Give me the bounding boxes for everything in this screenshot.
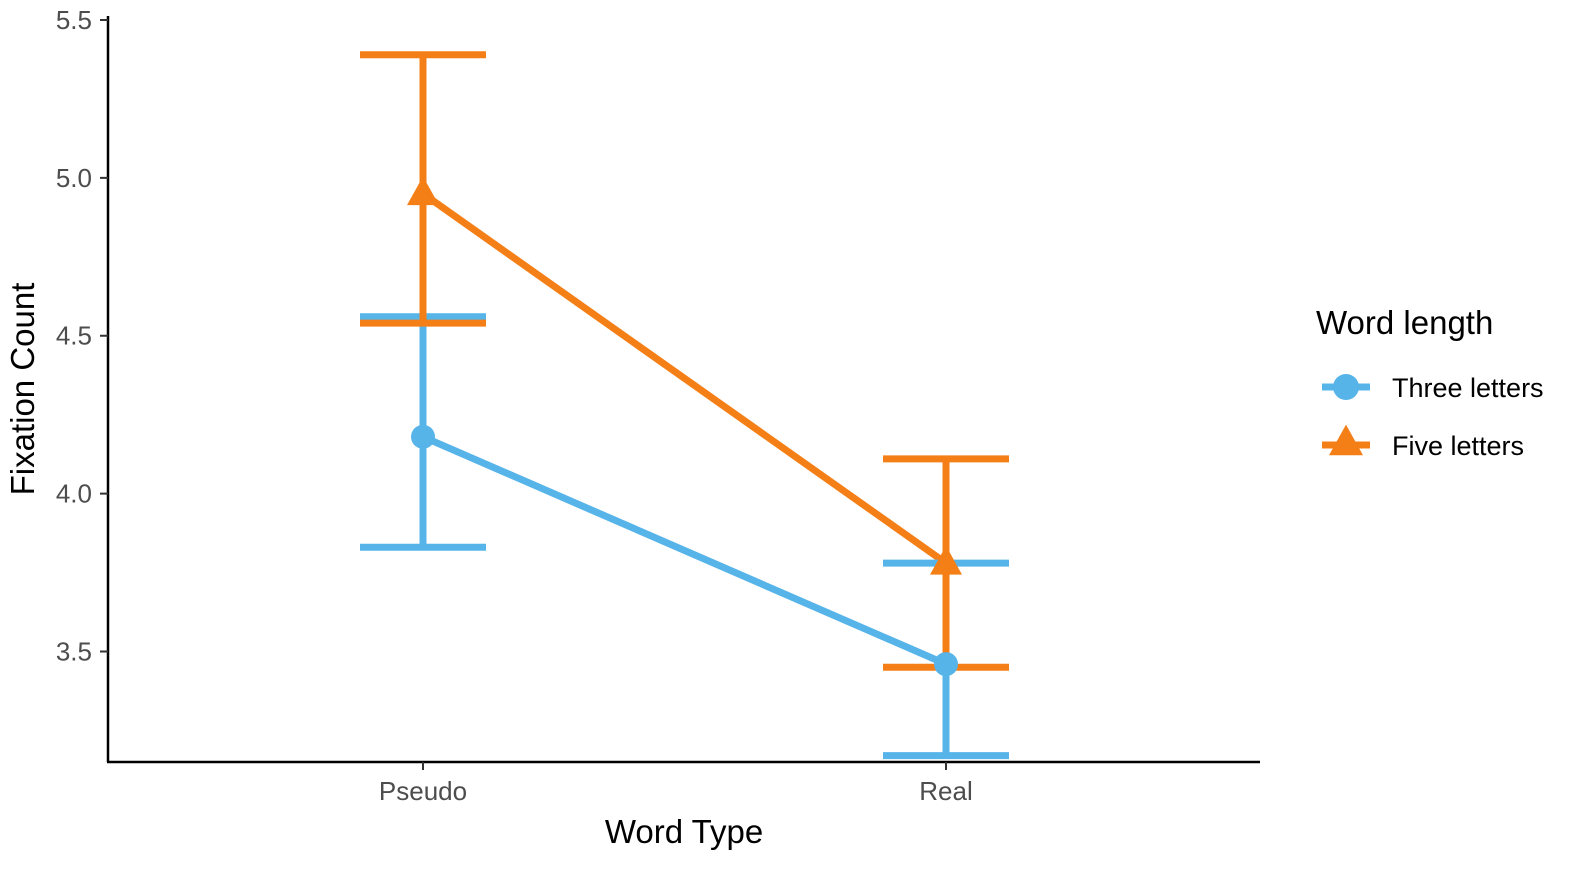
x-tick-label: Real xyxy=(919,776,972,806)
y-tick-label: 4.5 xyxy=(56,321,92,351)
legend-key-marker xyxy=(1333,374,1359,400)
legend-item: Five letters xyxy=(1322,424,1524,461)
legend-items: Three letters Five letters xyxy=(1322,373,1544,461)
series-line xyxy=(421,433,948,668)
x-axis-title: Word Type xyxy=(605,813,763,850)
data-point xyxy=(934,652,958,677)
legend-title: Word length xyxy=(1316,304,1493,341)
series-five-letters xyxy=(420,190,949,566)
x-tick-label: Pseudo xyxy=(379,776,467,806)
legend-label: Five letters xyxy=(1392,431,1524,461)
series-errorbars-1 xyxy=(360,51,1009,671)
x-ticks: Pseudo Real xyxy=(379,762,973,806)
y-tick-label: 5.0 xyxy=(56,163,92,193)
series-line xyxy=(420,190,949,566)
legend-item: Three letters xyxy=(1322,373,1544,403)
legend: Word length Three letters Five letters xyxy=(1316,304,1544,461)
axes: 3.5 4.0 4.5 5.0 5.5 Pseudo Real xyxy=(56,5,1260,806)
y-ticks: 3.5 4.0 4.5 5.0 5.5 xyxy=(56,5,108,666)
y-axis-title: Fixation Count xyxy=(4,283,41,496)
y-tick-label: 5.5 xyxy=(56,5,92,35)
data-point xyxy=(407,176,439,206)
series-points-0 xyxy=(411,424,958,677)
series-points-1 xyxy=(407,176,962,575)
legend-key-marker xyxy=(1329,424,1363,456)
series-three-letters xyxy=(421,433,948,668)
legend-label: Three letters xyxy=(1392,373,1544,403)
data-point xyxy=(930,545,962,575)
plot-area xyxy=(360,51,1009,760)
y-tick-label: 3.5 xyxy=(56,636,92,666)
y-tick-label: 4.0 xyxy=(56,479,92,509)
data-point xyxy=(411,424,435,449)
